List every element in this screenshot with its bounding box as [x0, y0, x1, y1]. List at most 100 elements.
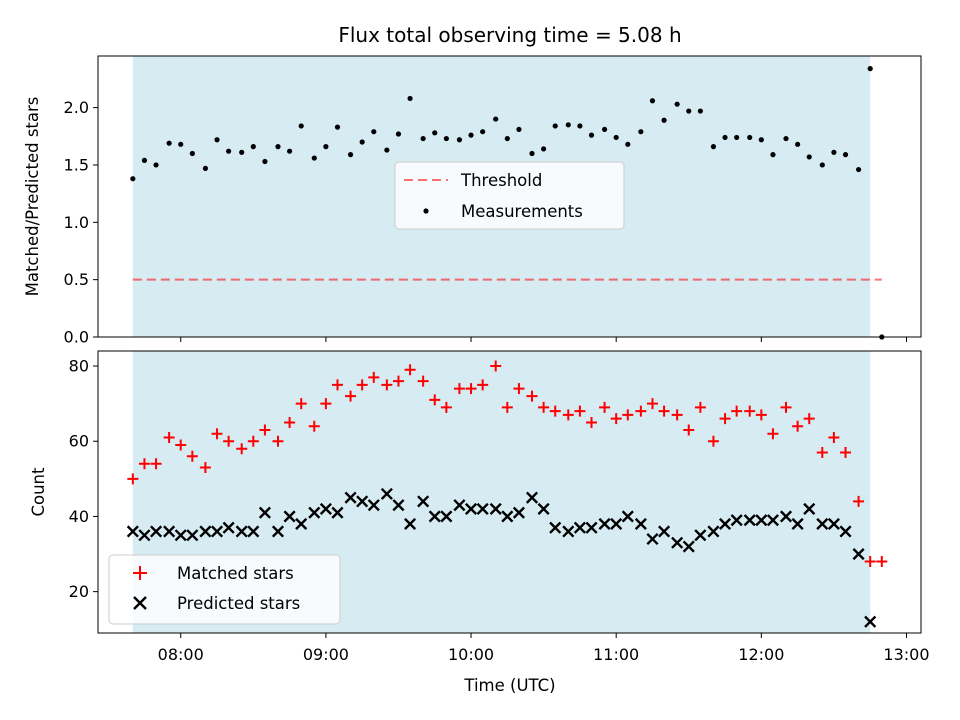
matched-star-point	[731, 405, 743, 417]
bottom-legend: Matched stars Predicted stars	[108, 554, 341, 625]
predicted-star-point	[308, 506, 321, 519]
measurement-point	[638, 129, 644, 135]
matched-star-point	[803, 413, 815, 425]
bottom-x-ticks: 08:00 09:00 10:00 11:00 12:00 13:00	[158, 633, 930, 664]
matched-star-point	[440, 401, 452, 413]
matched-star-point	[308, 420, 320, 432]
matched-star-point	[259, 424, 271, 436]
predicted-star-point	[271, 525, 285, 538]
predicted-star-point	[501, 510, 514, 523]
measurement-point	[456, 137, 463, 143]
predicted-star-point	[562, 525, 575, 538]
predicted-star-point	[730, 514, 743, 527]
measurement-point	[710, 144, 717, 150]
measurement-point	[323, 144, 329, 150]
matched-stars-points	[127, 360, 888, 568]
measurement-point	[189, 150, 195, 157]
predicted-star-point	[791, 517, 804, 531]
measurement-point	[178, 141, 184, 147]
top-panel: 0.00.51.01.52.0 Matched/Predicted stars …	[23, 55, 922, 347]
matched-star-point	[501, 401, 513, 413]
predicted-star-point	[489, 502, 502, 515]
measurement-point	[674, 101, 680, 107]
predicted-star-point	[331, 506, 344, 519]
top-x-ticks	[180, 337, 907, 342]
matched-star-point	[792, 420, 804, 432]
matched-star-point	[853, 495, 865, 507]
matched-star-point	[138, 458, 150, 470]
predicted-star-point	[464, 502, 478, 515]
measurement-point	[311, 155, 317, 161]
matched-star-point	[744, 405, 756, 417]
predicted-star-point	[356, 495, 369, 508]
measurement-point	[770, 152, 776, 158]
predicted-star-point	[150, 525, 163, 538]
measurement-point	[747, 134, 753, 141]
predicted-star-point	[682, 540, 695, 553]
predicted-star-point	[803, 502, 816, 515]
matched-star-point	[404, 364, 416, 376]
matched-star-point	[381, 379, 393, 391]
legend-measurement-swatch	[423, 208, 429, 214]
matched-star-point	[707, 435, 719, 447]
matched-star-point	[646, 398, 658, 410]
y-tick-label: 1.5	[64, 155, 89, 174]
matched-star-point	[392, 375, 404, 387]
matched-star-point	[477, 379, 489, 391]
predicted-star-point	[525, 491, 539, 504]
measurement-point	[262, 158, 268, 165]
measurement-point	[867, 66, 873, 72]
measurement-point	[613, 134, 619, 141]
predicted-star-point	[585, 521, 598, 534]
measurement-point	[697, 108, 703, 114]
predicted-star-point	[646, 532, 659, 546]
top-legend-box	[394, 161, 625, 230]
measurement-point	[239, 149, 245, 155]
predicted-star-point	[766, 514, 779, 527]
x-tick-label: 09:00	[303, 645, 349, 664]
predicted-star-point	[755, 514, 768, 527]
matched-star-point	[719, 413, 731, 425]
y-tick-label: 2.0	[64, 98, 89, 117]
predicted-star-point	[126, 525, 139, 538]
x-tick-label: 08:00	[158, 645, 204, 664]
predicted-star-point	[199, 525, 212, 538]
predicted-star-point	[453, 499, 466, 512]
predicted-star-point	[743, 514, 756, 527]
predicted-star-point	[258, 506, 271, 519]
y-tick-label: 40	[69, 507, 89, 526]
measurement-point	[275, 144, 281, 150]
measurement-point	[758, 137, 764, 143]
measurement-point	[552, 123, 558, 129]
bottom-y-ticks: 20 40 60 80	[69, 357, 98, 601]
measurement-point	[443, 135, 449, 142]
x-tick-label: 12:00	[738, 645, 784, 664]
measurement-point	[384, 147, 390, 153]
matched-star-point	[345, 390, 357, 402]
top-y-ticks: 0.0 0.5 1.0 1.5 2.0	[64, 98, 98, 347]
bottom-axes-frame	[97, 350, 922, 634]
predicted-star-point	[839, 525, 852, 538]
y-tick-label: 80	[69, 357, 89, 376]
predicted-star-point	[779, 510, 793, 523]
measurement-point	[661, 117, 667, 123]
matched-star-point	[223, 435, 235, 447]
measurement-point	[516, 126, 522, 133]
measurement-point	[855, 166, 862, 173]
matched-star-point	[526, 390, 538, 402]
predicted-star-point	[367, 499, 380, 512]
legend-matched-label: Matched stars	[177, 564, 294, 583]
measurement-point	[529, 150, 535, 157]
matched-star-point	[574, 405, 586, 417]
measurement-point	[420, 135, 426, 142]
predicted-star-point	[694, 529, 707, 542]
predicted-star-point	[610, 517, 623, 531]
measurement-point	[541, 146, 547, 152]
predicted-star-point	[174, 529, 187, 542]
measurement-point	[250, 144, 256, 150]
matched-star-point	[429, 394, 441, 406]
matched-star-point	[331, 379, 343, 391]
measurement-point	[359, 139, 365, 145]
measurement-point	[153, 162, 159, 168]
top-axes-frame	[97, 55, 922, 338]
